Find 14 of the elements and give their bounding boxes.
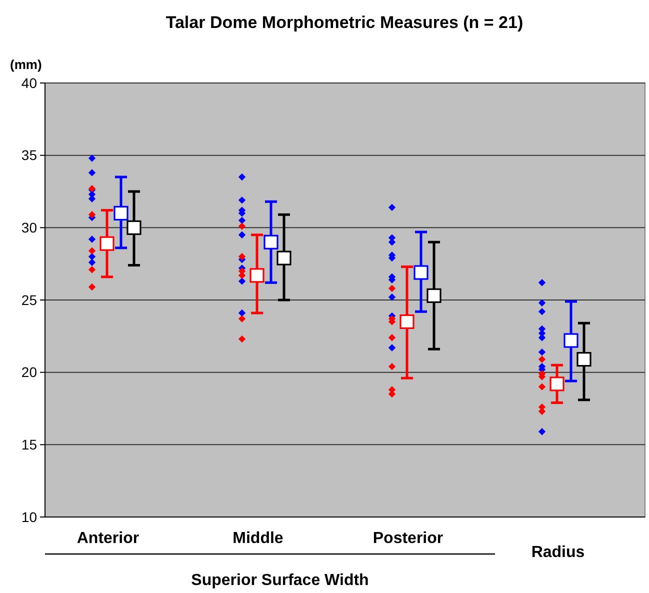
chart-title: Talar Dome Morphometric Measures (n = 21) [166,13,524,32]
y-axis-title: (mm) [10,57,42,72]
x-tick-label: Middle [232,530,284,547]
x-tick-label: Posterior [372,530,444,547]
text: Superior Surface Width [191,572,369,589]
y-tick-label: 20 [21,364,38,380]
y-tick-label: 25 [21,292,38,308]
y-tick-label: 15 [21,436,38,453]
x-tick-label: Anterior [76,530,140,547]
y-tick-label: 40 [21,74,38,91]
x-tick-label: Radius [531,544,585,561]
y-tick-label: 35 [21,147,38,164]
y-tick-label: 30 [21,220,38,236]
y-tick-label: 10 [21,508,38,525]
